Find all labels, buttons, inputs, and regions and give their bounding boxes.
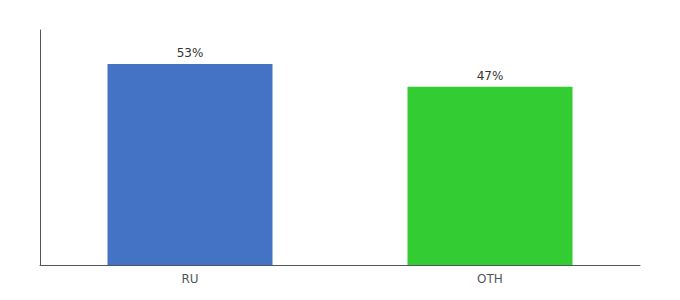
- svg-text:RU: RU: [181, 272, 198, 286]
- svg-text:47%: 47%: [477, 69, 504, 83]
- svg-text:OTH: OTH: [477, 272, 503, 286]
- svg-text:53%: 53%: [177, 46, 204, 60]
